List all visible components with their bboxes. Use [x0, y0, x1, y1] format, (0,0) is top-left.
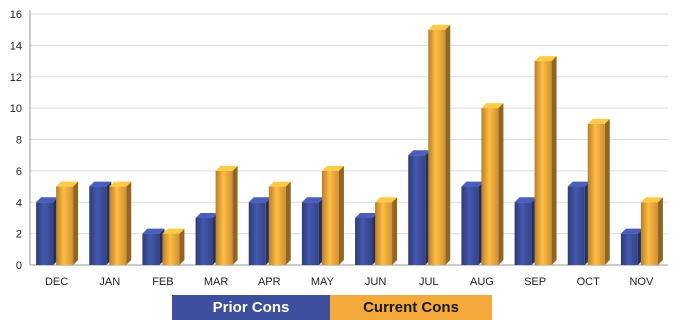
y-tick-label: 6 — [16, 166, 22, 178]
x-tick-label: DEC — [45, 276, 68, 288]
x-tick-label: FEB — [152, 276, 173, 288]
bar-current-may — [321, 165, 344, 265]
bar-prior-sep — [514, 197, 537, 265]
bar-current-apr — [268, 181, 291, 265]
x-tick-label: JUN — [365, 276, 386, 288]
bar-prior-feb — [142, 228, 165, 265]
y-tick-label: 10 — [10, 103, 22, 115]
bar-prior-dec — [36, 197, 59, 265]
bar-current-jan — [109, 181, 132, 265]
legend-label-prior: Prior Cons — [212, 299, 290, 316]
x-tick-label: AUG — [470, 276, 494, 288]
bar-prior-jul — [408, 150, 431, 265]
x-tick-label: MAY — [311, 276, 335, 288]
bar-prior-oct — [567, 181, 590, 265]
x-tick-label: SEP — [524, 276, 546, 288]
x-tick-label: NOV — [629, 276, 654, 288]
y-tick-label: 4 — [16, 197, 22, 209]
bar-current-oct — [587, 118, 610, 265]
legend-item-current: Current Cons — [330, 295, 492, 320]
bar-current-sep — [534, 56, 557, 265]
bar-current-feb — [162, 228, 185, 265]
legend-label-current: Current Cons — [363, 299, 459, 316]
bar-current-dec — [56, 181, 79, 265]
x-tick-label: JAN — [99, 276, 120, 288]
bar-current-aug — [481, 103, 504, 265]
bar-current-jul — [428, 24, 451, 265]
bar-current-nov — [640, 197, 663, 265]
bar-prior-jun — [355, 212, 378, 265]
y-tick-label: 12 — [10, 72, 22, 84]
y-tick-label: 2 — [16, 229, 22, 241]
legend: Prior Cons Current Cons — [172, 295, 492, 320]
bar-prior-jan — [89, 181, 112, 265]
bar-chart: 0 2 4 6 8 10 12 14 16 DEC JAN FEB MAR APR MAY JUN JUL AUG… — [10, 9, 668, 288]
bar-current-mar — [215, 165, 238, 265]
x-tick-label: MAR — [204, 276, 229, 288]
bar-prior-mar — [195, 212, 218, 265]
bar-prior-apr — [248, 197, 271, 265]
y-tick-label: 0 — [16, 260, 22, 272]
legend-item-prior: Prior Cons — [172, 295, 330, 320]
bar-prior-aug — [461, 181, 484, 265]
bar-prior-may — [301, 197, 324, 265]
y-tick-label: 8 — [16, 135, 22, 147]
y-tick-label: 14 — [10, 40, 22, 52]
x-tick-label: OCT — [577, 276, 601, 288]
x-tick-label: JUL — [419, 276, 439, 288]
bar-current-jun — [375, 197, 398, 265]
bar-prior-nov — [620, 228, 643, 265]
y-tick-label: 16 — [10, 9, 22, 21]
x-tick-label: APR — [258, 276, 281, 288]
